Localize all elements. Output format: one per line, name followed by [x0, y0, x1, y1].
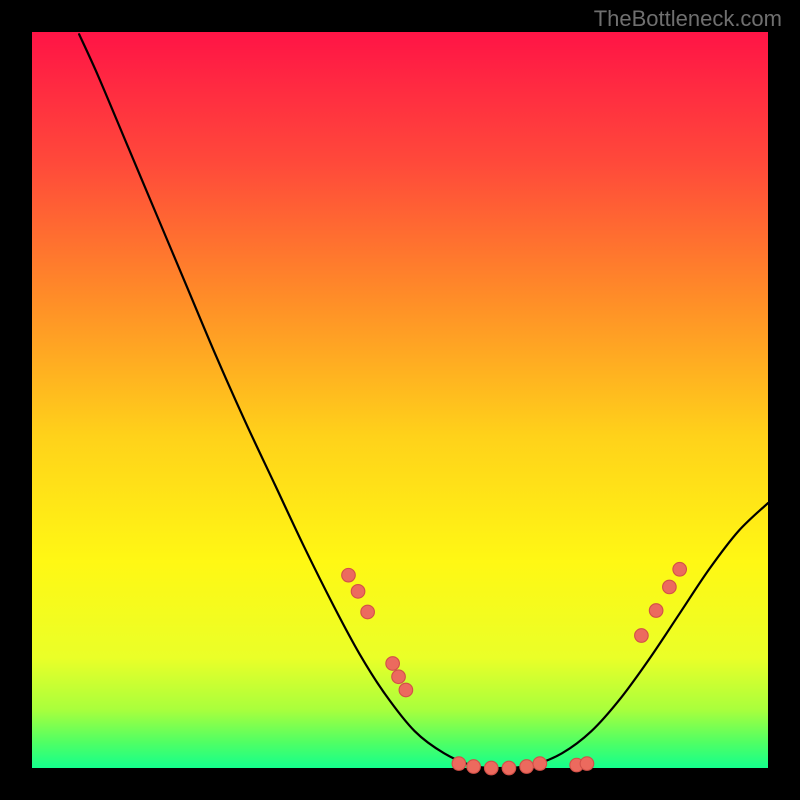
- marker-point: [663, 580, 677, 594]
- marker-point: [520, 760, 534, 774]
- marker-point: [484, 761, 498, 775]
- marker-point: [392, 670, 406, 684]
- marker-point: [673, 562, 687, 576]
- watermark-text: TheBottleneck.com: [594, 6, 782, 32]
- marker-point: [649, 604, 663, 618]
- marker-point: [467, 760, 481, 774]
- marker-point: [580, 757, 594, 771]
- marker-point: [351, 585, 365, 599]
- marker-point: [452, 757, 466, 771]
- marker-point: [399, 683, 413, 697]
- marker-point: [386, 657, 400, 671]
- chart-svg: [0, 0, 800, 800]
- marker-point: [533, 757, 547, 771]
- marker-point: [502, 761, 516, 775]
- plot-background: [32, 32, 768, 768]
- marker-point: [635, 629, 649, 643]
- marker-point: [361, 605, 375, 619]
- chart-root: TheBottleneck.com: [0, 0, 800, 800]
- marker-point: [342, 568, 356, 582]
